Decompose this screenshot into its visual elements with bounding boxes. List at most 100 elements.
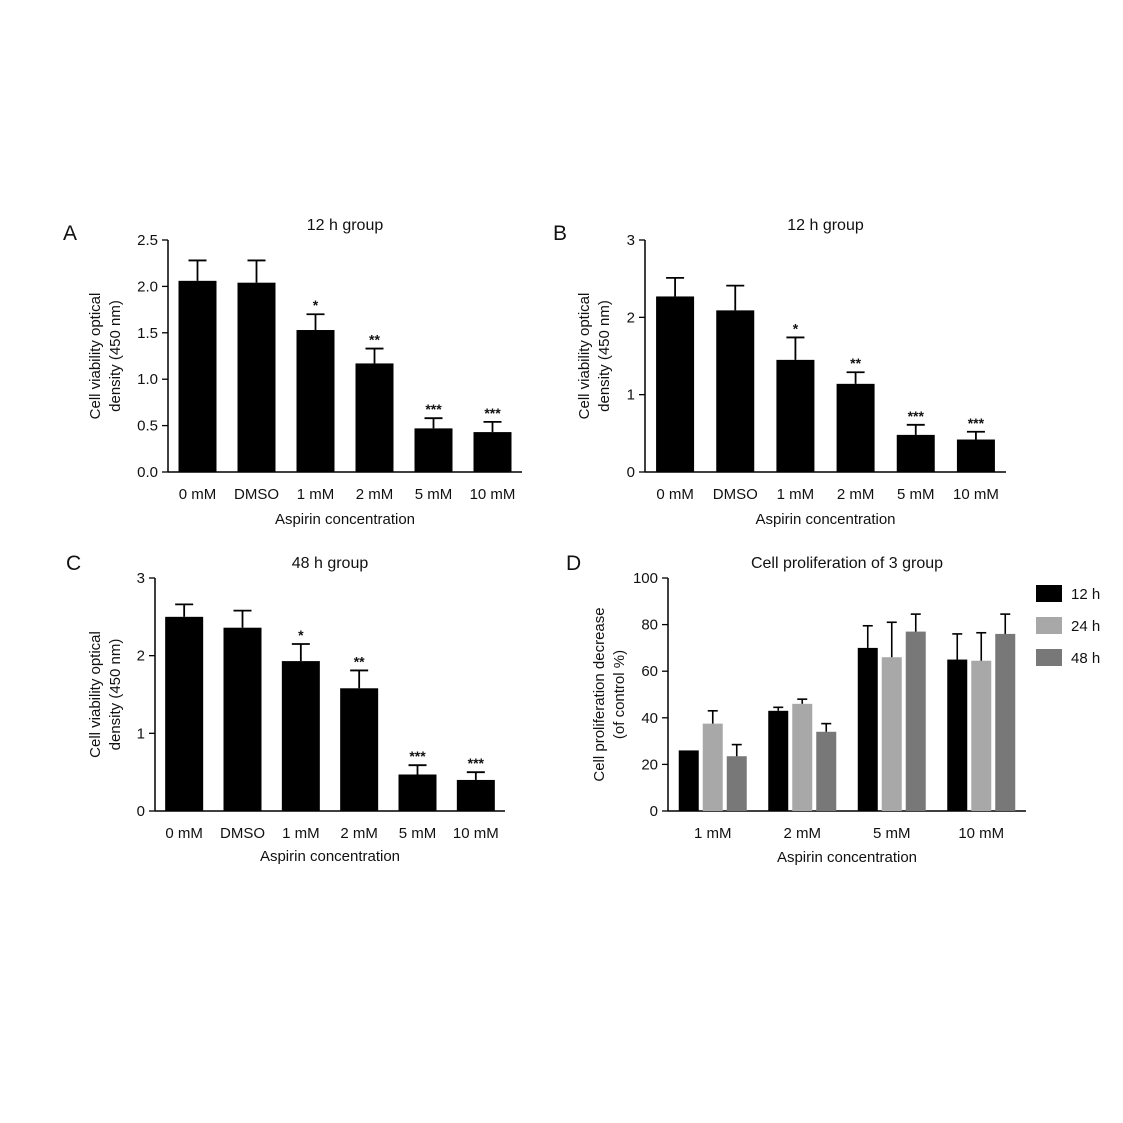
significance-marker: ** bbox=[369, 332, 380, 348]
significance-marker: * bbox=[313, 297, 319, 313]
bar-10-mm bbox=[456, 779, 495, 811]
legend-swatch bbox=[1036, 649, 1062, 666]
bar-1-mm bbox=[776, 359, 815, 472]
significance-marker: *** bbox=[409, 748, 426, 764]
x-axis-label: Aspirin concentration bbox=[260, 848, 400, 865]
x-tick-label: 0 mM bbox=[656, 486, 694, 503]
panel-label: B bbox=[553, 222, 567, 245]
x-tick-label: 5 mM bbox=[415, 486, 453, 503]
bar-24h-5-mm bbox=[881, 657, 902, 811]
y-tick-label: 0 bbox=[627, 464, 635, 481]
x-tick-label: 10 mM bbox=[958, 825, 1004, 842]
legend-label: 48 h bbox=[1071, 650, 1100, 667]
legend-label: 12 h bbox=[1071, 586, 1100, 603]
significance-marker: *** bbox=[908, 408, 925, 424]
y-tick-label: 1 bbox=[627, 387, 635, 404]
y-axis-label: Cell viability optical bbox=[87, 293, 104, 420]
bar-2-mm bbox=[836, 383, 875, 472]
x-tick-label: 5 mM bbox=[399, 825, 437, 842]
bar-5-mm bbox=[414, 428, 453, 472]
x-tick-label: 2 mM bbox=[356, 486, 394, 503]
y-tick-label: 2 bbox=[137, 648, 145, 665]
bar-1-mm bbox=[281, 661, 320, 811]
bar-12h-1-mm bbox=[678, 750, 699, 811]
x-axis-label: Aspirin concentration bbox=[755, 511, 895, 528]
y-tick-label: 3 bbox=[137, 570, 145, 587]
bar-12h-10-mm bbox=[947, 659, 968, 811]
bar-2-mm bbox=[340, 688, 379, 811]
x-tick-label: 2 mM bbox=[784, 825, 822, 842]
y-tick-label: 0.0 bbox=[137, 464, 158, 481]
significance-marker: *** bbox=[468, 755, 485, 771]
y-axis-label: (of control %) bbox=[611, 650, 628, 739]
significance-marker: *** bbox=[425, 401, 442, 417]
significance-marker: *** bbox=[968, 415, 985, 431]
y-axis-label: Cell proliferation decrease bbox=[591, 607, 608, 781]
legend-label: 24 h bbox=[1071, 618, 1100, 635]
chart-legend: 12 h 24 h 48 h bbox=[1036, 585, 1100, 667]
bar-0-mm bbox=[178, 280, 217, 472]
x-tick-label: 1 mM bbox=[282, 825, 320, 842]
y-tick-label: 100 bbox=[633, 570, 658, 587]
x-tick-label: 10 mM bbox=[470, 486, 516, 503]
y-tick-label: 20 bbox=[641, 756, 658, 773]
y-axis-label: density (450 nm) bbox=[596, 300, 613, 412]
panel-label: A bbox=[63, 222, 77, 245]
bar-dmso bbox=[716, 310, 755, 472]
bar-12h-2-mm bbox=[768, 710, 789, 811]
y-tick-label: 0 bbox=[137, 803, 145, 820]
y-tick-label: 1.5 bbox=[137, 325, 158, 342]
x-tick-label: 2 mM bbox=[340, 825, 378, 842]
bar-10-mm bbox=[956, 439, 995, 472]
bar-1-mm bbox=[296, 330, 335, 472]
y-tick-label: 60 bbox=[641, 663, 658, 680]
y-tick-label: 0.5 bbox=[137, 418, 158, 435]
significance-marker: * bbox=[298, 627, 304, 643]
x-axis-label: Aspirin concentration bbox=[777, 849, 917, 866]
x-tick-label: 0 mM bbox=[165, 825, 203, 842]
y-axis-label: density (450 nm) bbox=[107, 639, 124, 751]
bar-dmso bbox=[237, 282, 276, 472]
x-tick-label: 0 mM bbox=[179, 486, 217, 503]
bar-12h-5-mm bbox=[857, 647, 878, 811]
bar-48h-10-mm bbox=[995, 633, 1016, 811]
bar-48h-2-mm bbox=[816, 731, 837, 811]
chart-panel-c: C 48 h group 0 1 2 3 Cell viability optical den… bbox=[66, 552, 505, 865]
chart-title: 12 h group bbox=[307, 217, 384, 234]
x-tick-label: 10 mM bbox=[453, 825, 499, 842]
y-tick-label: 2.5 bbox=[137, 232, 158, 249]
bar-2-mm bbox=[355, 363, 394, 472]
x-tick-label: 1 mM bbox=[297, 486, 335, 503]
panel-label: D bbox=[566, 552, 581, 575]
significance-marker: *** bbox=[484, 405, 501, 421]
y-tick-label: 80 bbox=[641, 617, 658, 634]
bar-dmso bbox=[223, 627, 262, 811]
y-tick-label: 2.0 bbox=[137, 278, 158, 295]
bar-0-mm bbox=[656, 296, 695, 472]
x-tick-label: 1 mM bbox=[694, 825, 732, 842]
chart-panel-a: A 12 h group 0.0 0.5 1.0 1.5 2.0 2.5 Cell viabil… bbox=[63, 217, 522, 528]
x-tick-label: 5 mM bbox=[897, 486, 935, 503]
chart-title: Cell proliferation of 3 group bbox=[751, 555, 943, 572]
y-tick-label: 40 bbox=[641, 710, 658, 727]
y-axis-label: density (450 nm) bbox=[107, 300, 124, 412]
bar-10-mm bbox=[473, 432, 512, 472]
legend-swatch bbox=[1036, 585, 1062, 602]
bar-24h-1-mm bbox=[702, 723, 723, 811]
bar-5-mm bbox=[398, 774, 437, 811]
bar-5-mm bbox=[896, 434, 935, 472]
x-tick-label: DMSO bbox=[713, 486, 758, 503]
significance-marker: ** bbox=[850, 355, 861, 371]
y-axis-label: Cell viability optical bbox=[576, 293, 593, 420]
y-tick-label: 1 bbox=[137, 725, 145, 742]
y-tick-label: 1.0 bbox=[137, 371, 158, 388]
bar-0-mm bbox=[165, 616, 204, 811]
chart-title: 12 h group bbox=[787, 217, 864, 234]
x-tick-label: 5 mM bbox=[873, 825, 911, 842]
chart-title: 48 h group bbox=[292, 555, 369, 572]
bar-24h-10-mm bbox=[971, 660, 992, 811]
x-tick-label: DMSO bbox=[234, 486, 279, 503]
bar-24h-2-mm bbox=[792, 703, 813, 811]
x-tick-label: 10 mM bbox=[953, 486, 999, 503]
